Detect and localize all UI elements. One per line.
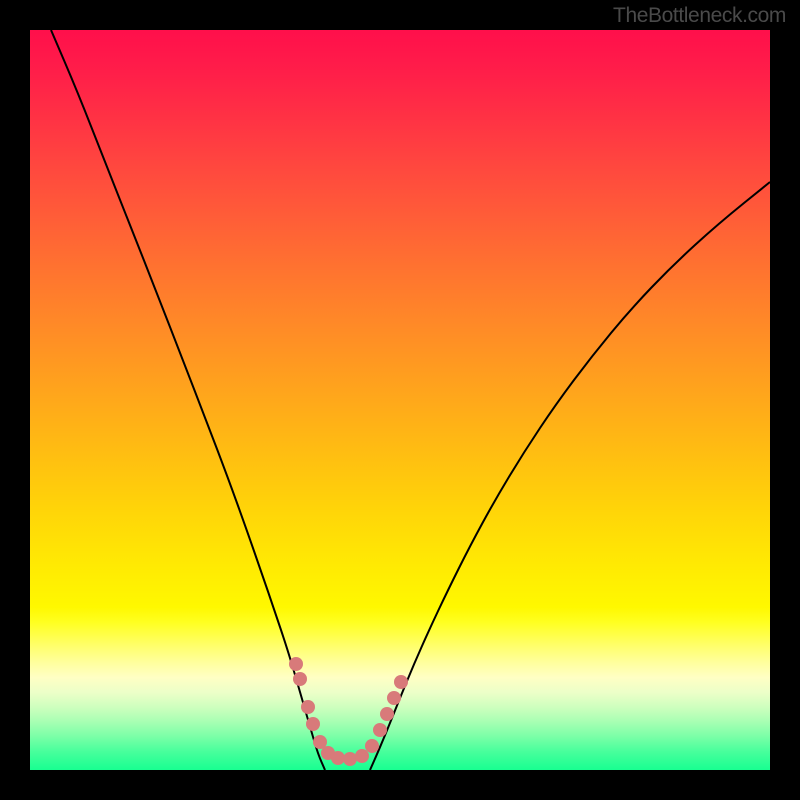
bead-dots (289, 657, 408, 766)
bead-dot (387, 691, 401, 705)
bead-dot (365, 739, 379, 753)
bead-dot (289, 657, 303, 671)
bead-dot (293, 672, 307, 686)
watermark-text: TheBottleneck.com (613, 4, 786, 27)
bead-dot (343, 752, 357, 766)
curves (30, 30, 770, 770)
bead-dot (355, 749, 369, 763)
curve-right (370, 182, 770, 770)
bead-dot (306, 717, 320, 731)
bead-dot (331, 751, 345, 765)
bead-dot (394, 675, 408, 689)
watermark: TheBottleneck.com (613, 4, 786, 28)
bead-dot (301, 700, 315, 714)
curve-left (51, 30, 325, 770)
bead-dot (380, 707, 394, 721)
plot-area (30, 30, 770, 770)
bead-dot (373, 723, 387, 737)
chart-container: TheBottleneck.com (0, 0, 800, 800)
